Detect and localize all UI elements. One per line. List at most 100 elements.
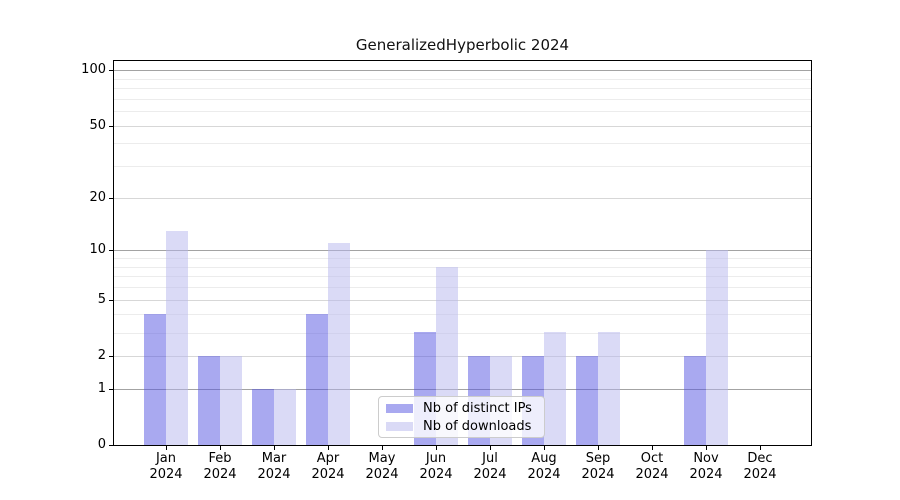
y-tick-mark: [109, 198, 113, 199]
x-tick-year: 2024: [527, 467, 561, 482]
gridline-minor: [114, 143, 811, 145]
y-tick-mark: [109, 126, 113, 127]
x-tick-year: 2024: [311, 467, 345, 482]
x-tick-month: Jan: [155, 451, 177, 466]
y-tick-label: 2: [97, 348, 106, 363]
x-tick-label: May 2024: [350, 451, 414, 483]
gridline-minor: [114, 276, 811, 278]
x-tick-year: 2024: [635, 467, 669, 482]
y-tick-label: 5: [97, 292, 106, 307]
bar-distinct-ips: [305, 314, 328, 445]
x-tick-year: 2024: [203, 467, 237, 482]
gridline-major: [114, 250, 811, 252]
x-tick-month: Feb: [208, 451, 232, 466]
x-tick-label: Sep 2024: [566, 451, 630, 483]
legend-swatch-distinct-ips: [386, 403, 413, 413]
x-tick-month: May: [368, 451, 396, 466]
y-tick-label: 20: [89, 190, 106, 205]
y-tick-label: 50: [89, 118, 106, 133]
chart-title: GeneralizedHyperbolic 2024: [355, 36, 570, 54]
x-tick-mark: [652, 446, 653, 450]
x-tick-mark: [706, 446, 707, 450]
gridline-minor: [114, 266, 811, 268]
bar-downloads: [706, 250, 728, 445]
gridline-minor: [114, 166, 811, 168]
x-tick-label: Feb 2024: [188, 451, 252, 483]
bar-distinct-ips: [251, 388, 274, 445]
x-tick-mark: [598, 446, 599, 450]
x-tick-mark: [544, 446, 545, 450]
bar-distinct-ips: [197, 355, 220, 445]
gridline-sub: [114, 125, 811, 127]
legend-item-downloads: Nb of downloads: [386, 418, 537, 434]
x-tick-month: Dec: [747, 451, 773, 466]
x-tick-label: Oct 2024: [620, 451, 684, 483]
gridline-minor: [114, 258, 811, 260]
x-tick-year: 2024: [581, 467, 615, 482]
y-tick-label: 0: [97, 437, 106, 452]
x-tick-month: Apr: [316, 451, 340, 466]
x-tick-label: Aug 2024: [512, 451, 576, 483]
x-tick-mark: [220, 446, 221, 450]
gridline-minor: [114, 111, 811, 113]
chart-legend: Nb of distinct IPs Nb of downloads: [378, 396, 545, 438]
gridline-sub: [114, 197, 811, 199]
x-tick-year: 2024: [257, 467, 291, 482]
gridline-sub: [114, 355, 811, 357]
x-tick-label: Mar 2024: [242, 451, 306, 483]
x-tick-label: Dec 2024: [728, 451, 792, 483]
x-tick-month: Sep: [585, 451, 611, 466]
plot-area: Nb of distinct IPs Nb of downloads: [113, 60, 812, 446]
gridline-minor: [114, 332, 811, 334]
gridline-minor: [114, 287, 811, 289]
gridline-sub: [114, 299, 811, 301]
bar-downloads: [273, 388, 296, 445]
gridline-minor: [114, 88, 811, 90]
x-tick-label: Nov 2024: [674, 451, 738, 483]
x-tick-year: 2024: [419, 467, 453, 482]
y-tick-mark: [109, 445, 113, 446]
x-tick-mark: [490, 446, 491, 450]
x-tick-mark: [274, 446, 275, 450]
bar-downloads: [327, 243, 350, 445]
x-tick-year: 2024: [473, 467, 507, 482]
bar-distinct-ips: [575, 355, 598, 445]
x-tick-mark: [760, 446, 761, 450]
y-tick-label: 10: [89, 242, 106, 257]
x-tick-month: Mar: [261, 451, 287, 466]
x-tick-mark: [382, 446, 383, 450]
x-tick-year: 2024: [149, 467, 183, 482]
legend-label-downloads: Nb of downloads: [423, 418, 532, 434]
bar-distinct-ips: [143, 314, 166, 445]
legend-swatch-downloads: [386, 421, 413, 431]
gridline-minor: [114, 314, 811, 316]
gridline-minor: [114, 78, 811, 80]
bar-distinct-ips: [684, 355, 706, 445]
legend-label-distinct-ips: Nb of distinct IPs: [423, 400, 532, 416]
x-tick-label: Apr 2024: [296, 451, 360, 483]
y-tick-mark: [109, 356, 113, 357]
y-tick-label: 100: [81, 62, 106, 77]
y-tick-label: 1: [97, 381, 106, 396]
y-tick-mark: [109, 250, 113, 251]
x-tick-month: Nov: [693, 451, 719, 466]
legend-item-distinct-ips: Nb of distinct IPs: [386, 400, 537, 416]
gridline-major: [114, 388, 811, 390]
y-tick-mark: [109, 389, 113, 390]
x-tick-label: Jul 2024: [458, 451, 522, 483]
x-tick-month: Oct: [640, 451, 664, 466]
gridline-minor: [114, 98, 811, 100]
gridline-major: [114, 70, 811, 72]
x-tick-label: Jan 2024: [134, 451, 198, 483]
x-tick-mark: [166, 446, 167, 450]
x-tick-mark: [328, 446, 329, 450]
x-tick-year: 2024: [365, 467, 399, 482]
x-tick-mark: [436, 446, 437, 450]
x-tick-year: 2024: [743, 467, 777, 482]
x-tick-year: 2024: [689, 467, 723, 482]
x-tick-month: Aug: [531, 451, 557, 466]
bar-downloads: [597, 332, 620, 445]
y-tick-mark: [109, 300, 113, 301]
x-tick-label: Jun 2024: [404, 451, 468, 483]
